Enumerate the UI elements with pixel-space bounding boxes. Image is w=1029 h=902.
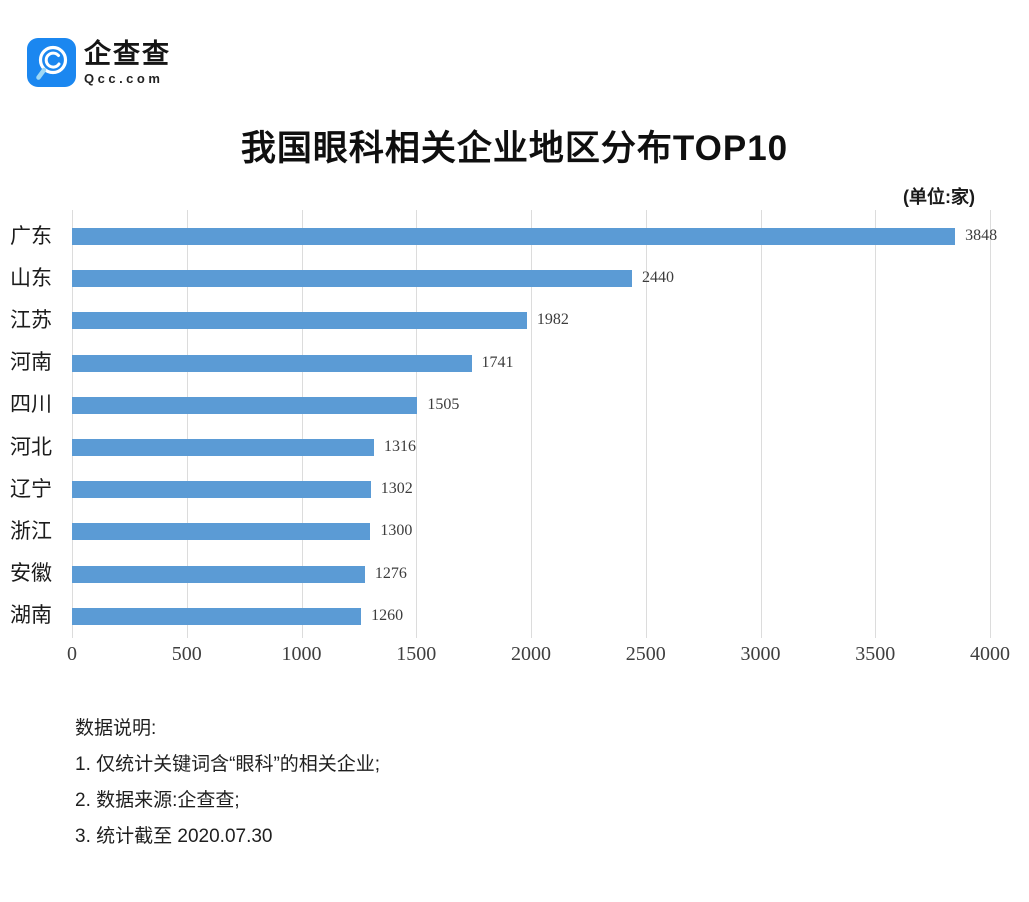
x-tick-label: 2000 (511, 643, 551, 665)
bar-广东 (72, 228, 956, 245)
bar-value: 1302 (380, 480, 413, 498)
bar-辽宁 (72, 481, 371, 499)
bar-四川 (72, 396, 418, 414)
bar-value: 1276 (374, 564, 407, 582)
x-tick-label: 4000 (970, 643, 1010, 665)
category-label: 河北 (10, 435, 52, 459)
category-label: 安徽 (10, 562, 52, 586)
gridline (990, 210, 991, 638)
gridline (531, 210, 532, 638)
category-label: 浙江 (10, 519, 52, 543)
note-item: 2. 数据来源:企查查; (75, 790, 240, 811)
x-tick-label: 3000 (740, 643, 781, 665)
bar-江苏 (72, 312, 527, 330)
gridline (186, 210, 188, 638)
x-axis: 0 500 1000 1500 2000 2500 3000 3500 4000 (67, 643, 1010, 671)
data-notes: 数据说明: 1. 仅统计关键词含“眼科”的相关企业; 2. 数据来源:企查查; 3.… (75, 711, 380, 855)
x-tick-label: 1000 (281, 643, 322, 665)
gridline (645, 210, 647, 638)
gridline (416, 210, 418, 638)
category-label: 辽宁 (10, 477, 52, 501)
category-label: 湖南 (10, 604, 52, 628)
bar-value: 3848 (965, 227, 998, 244)
x-tick-label: 3500 (855, 643, 896, 665)
category-label: 江苏 (10, 308, 52, 332)
gridline (760, 210, 762, 638)
qcc-logo: 企查查 Qcc.com (27, 38, 171, 87)
x-tick-label: 1500 (396, 643, 437, 665)
bar-value: 1982 (536, 311, 569, 329)
gridline (875, 210, 877, 638)
bar-value: 2440 (641, 269, 674, 287)
unit-label: (单位:家) (903, 187, 975, 207)
gridline (72, 210, 73, 638)
category-label: 广东 (10, 224, 52, 248)
bar-value: 1260 (371, 606, 404, 624)
bar-河北 (72, 439, 375, 456)
x-tick-label: 500 (171, 643, 202, 665)
x-tick-label: 0 (67, 643, 77, 665)
note-item: 1. 仅统计关键词含“眼科”的相关企业; (75, 754, 381, 775)
bar-安徽 (72, 565, 365, 583)
bar-value: 1741 (481, 353, 514, 371)
gridline (301, 210, 303, 638)
logo-subtext: Qcc.com (84, 71, 164, 86)
bar-chart: 3848 2440 1982 1741 1505 1316 1302 1300 1276 1260… (0, 210, 1029, 638)
bar-value: 1316 (384, 438, 417, 455)
notes-heading: 数据说明: (75, 718, 157, 739)
logo-name: 企查查 (84, 39, 171, 69)
page-title: 我国眼科相关企业地区分布TOP10 (240, 129, 789, 168)
x-tick-label: 2500 (625, 643, 666, 665)
bar-河南 (72, 354, 472, 372)
category-label: 河南 (10, 351, 52, 375)
bar-value: 1300 (380, 522, 413, 540)
plot-area: 3848 2440 1982 1741 1505 1316 1302 1300 1276 1260 (72, 210, 997, 638)
bar-value: 1505 (427, 395, 460, 413)
qcc-logo-icon (27, 38, 76, 87)
bar-湖南 (72, 607, 362, 625)
note-item: 3. 统计截至 2020.07.30 (75, 826, 273, 847)
bar-浙江 (72, 523, 371, 541)
bar-山东 (72, 270, 632, 288)
category-label: 四川 (10, 393, 52, 417)
category-label: 山东 (10, 266, 52, 290)
